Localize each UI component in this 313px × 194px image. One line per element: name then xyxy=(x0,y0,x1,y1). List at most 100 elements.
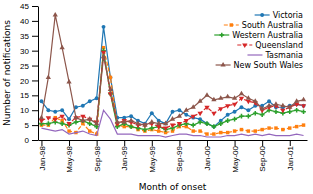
point xyxy=(129,125,132,128)
point xyxy=(184,107,189,112)
y-tick: 45 xyxy=(20,2,38,11)
x-tick: May-99 xyxy=(148,140,157,173)
point xyxy=(95,96,99,100)
point xyxy=(39,115,44,120)
point xyxy=(163,121,168,126)
point xyxy=(266,103,271,108)
point xyxy=(142,122,147,127)
y-tick-label: 10 xyxy=(20,106,29,115)
point xyxy=(46,121,51,126)
y-tick-mark xyxy=(32,125,38,126)
legend-marker xyxy=(242,43,247,48)
y-tick: 25 xyxy=(20,62,38,71)
y-tick-mark xyxy=(32,95,38,96)
point xyxy=(246,114,251,119)
x-tick-mark xyxy=(290,140,291,146)
y-axis-title: Number of notifications xyxy=(2,20,12,126)
point xyxy=(39,119,44,124)
y-tick-mark xyxy=(32,6,38,7)
point xyxy=(163,127,168,132)
point xyxy=(295,125,298,128)
x-tick: Sep-99 xyxy=(175,140,184,172)
point xyxy=(294,98,299,103)
series-line xyxy=(41,52,303,128)
point xyxy=(240,105,244,109)
x-tick: May-98 xyxy=(65,140,74,173)
point xyxy=(239,114,244,119)
point xyxy=(88,129,91,132)
point xyxy=(60,45,65,50)
legend: VictoriaSouth AustraliaWestern Australia… xyxy=(214,11,303,70)
point xyxy=(246,95,251,100)
point xyxy=(274,126,277,129)
point xyxy=(102,25,106,29)
y-tick-mark xyxy=(32,66,38,67)
point xyxy=(226,131,229,134)
x-tick-mark xyxy=(235,140,236,146)
point xyxy=(267,126,270,129)
x-tick-label: Jan-98 xyxy=(38,145,47,170)
y-axis-line xyxy=(38,7,39,141)
x-tick-mark xyxy=(124,140,125,146)
x-tick-label: Jan-99 xyxy=(120,145,129,170)
point xyxy=(302,123,305,126)
legend-label: Tasmania xyxy=(264,51,303,60)
x-tick: Sep-98 xyxy=(93,140,102,172)
x-axis-title: Month of onset xyxy=(139,182,207,192)
legend-marker xyxy=(260,13,264,17)
point xyxy=(225,118,230,123)
series-line xyxy=(41,48,303,134)
point xyxy=(128,118,133,123)
y-tick: 0 xyxy=(25,136,38,145)
point xyxy=(109,76,112,79)
legend-label: Queensland xyxy=(255,41,303,50)
point xyxy=(87,116,92,121)
point xyxy=(218,121,223,126)
x-tick-label: May-98 xyxy=(65,145,74,172)
x-tick-label: Sep-00 xyxy=(258,145,267,171)
point xyxy=(80,118,85,123)
x-tick-label: May-99 xyxy=(148,145,157,172)
point xyxy=(301,97,306,102)
point xyxy=(205,132,208,135)
series-line xyxy=(41,51,303,130)
series xyxy=(41,110,303,137)
point xyxy=(46,108,50,112)
point xyxy=(246,100,251,105)
legend-label: Victoria xyxy=(273,11,303,20)
point xyxy=(198,120,203,125)
point xyxy=(177,113,182,118)
point xyxy=(81,104,85,108)
point xyxy=(46,74,51,79)
point xyxy=(53,118,58,123)
x-tick-label: May-00 xyxy=(231,145,240,172)
legend-marker xyxy=(219,33,224,38)
point xyxy=(211,112,216,117)
point xyxy=(184,119,189,124)
point xyxy=(170,116,175,121)
x-tick-mark xyxy=(179,140,180,146)
y-tick: 30 xyxy=(20,47,38,56)
point xyxy=(260,128,263,131)
legend-item: South Australia xyxy=(224,21,303,30)
x-tick-label: Jan-00 xyxy=(203,145,212,170)
point xyxy=(135,121,140,126)
point xyxy=(246,108,250,112)
series-line xyxy=(41,27,303,127)
point xyxy=(288,126,291,129)
y-axis: 051015202530354045 xyxy=(20,2,38,145)
point xyxy=(301,104,306,109)
point xyxy=(253,98,258,103)
point xyxy=(150,111,154,115)
y-tick-label: 20 xyxy=(20,77,29,86)
y-tick-mark xyxy=(32,21,38,22)
point xyxy=(73,115,78,120)
y-tick: 35 xyxy=(20,32,38,41)
point xyxy=(191,104,196,109)
plot: Jan-98 May-98 Sep-98 Jan-99 May-99 Sep-99 Jan-… xyxy=(20,2,307,173)
series xyxy=(39,12,306,127)
x-tick-label: Jan-01 xyxy=(286,145,295,170)
y-tick: 40 xyxy=(20,17,38,26)
y-tick-label: 15 xyxy=(20,91,29,100)
point xyxy=(184,113,188,117)
